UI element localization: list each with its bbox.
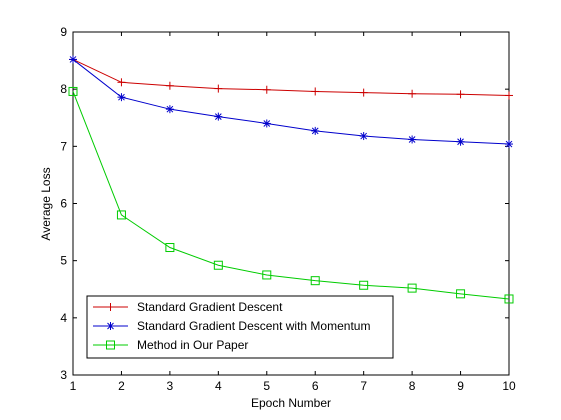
- legend-marker-1: [106, 303, 115, 311]
- series-3-point: [310, 276, 320, 286]
- legend-marker-2: [106, 322, 115, 330]
- x-tick-label: 4: [215, 379, 222, 393]
- x-tick-label: 1: [70, 379, 77, 393]
- series-1-point: [359, 88, 368, 97]
- y-tick-label: 9: [60, 25, 67, 39]
- y-tick-label: 5: [60, 254, 67, 268]
- x-tick-label: 6: [312, 379, 319, 393]
- legend-box: [86, 295, 394, 359]
- series-1-point: [117, 78, 126, 87]
- legend-label-3: Method in Our Paper: [137, 338, 248, 352]
- series-1-point: [408, 89, 417, 98]
- series-3-point: [359, 280, 369, 290]
- series-3-point: [504, 294, 514, 304]
- x-tick-label: 3: [167, 379, 174, 393]
- series-1-point: [214, 84, 223, 93]
- legend-marker-3: [106, 340, 115, 350]
- series-layer: [68, 55, 514, 304]
- series-2-point: [505, 140, 513, 149]
- series-line-2: [72, 59, 510, 145]
- y-axis-label: Average Loss: [39, 167, 53, 240]
- series-1-point: [262, 85, 271, 94]
- y-tick-label: 4: [60, 311, 67, 325]
- x-tick-label: 8: [409, 379, 416, 393]
- x-tick-label: 5: [263, 379, 270, 393]
- series-3-point: [213, 260, 223, 270]
- series-1-point: [165, 81, 174, 90]
- x-axis-ticks: 1 2 3 4 5 6 7 8 9 10: [70, 32, 516, 393]
- series-3-point: [407, 283, 417, 293]
- x-axis-label: Epoch Number: [251, 396, 331, 410]
- series-2-point: [262, 119, 271, 128]
- series-2-point: [69, 55, 77, 64]
- y-tick-label: 8: [60, 82, 67, 96]
- series-2-point: [117, 93, 126, 102]
- x-tick-label: 10: [502, 379, 516, 393]
- y-tick-label: 7: [60, 139, 67, 153]
- series-3-point: [456, 289, 466, 299]
- series-2-point: [214, 112, 223, 121]
- legend-label-2: Standard Gradient Descent with Momentum: [137, 319, 370, 333]
- series-2-point: [311, 126, 320, 135]
- series-3-point: [262, 270, 272, 280]
- x-tick-label: 9: [457, 379, 464, 393]
- series-2-point: [165, 105, 174, 114]
- legend: Standard Gradient Descent Standard Gradie…: [86, 295, 394, 359]
- legend-label-1: Standard Gradient Descent: [137, 300, 283, 314]
- series-3-point: [165, 243, 175, 253]
- series-line-3: [72, 91, 510, 300]
- series-1-point: [456, 90, 465, 99]
- series-3-point: [116, 210, 126, 220]
- series-line-1: [72, 58, 510, 96]
- x-tick-label: 7: [360, 379, 367, 393]
- series-2-point: [456, 137, 465, 146]
- series-1-point: [311, 87, 320, 96]
- series-2-point: [359, 132, 368, 141]
- series-3-point: [68, 86, 78, 96]
- y-tick-label: 6: [60, 197, 67, 211]
- y-axis-ticks: 3 4 5 6 7 8 9: [60, 25, 509, 382]
- y-tick-label: 3: [60, 368, 67, 382]
- series-1-point: [505, 91, 513, 100]
- x-tick-label: 2: [118, 379, 125, 393]
- series-2-point: [408, 135, 417, 144]
